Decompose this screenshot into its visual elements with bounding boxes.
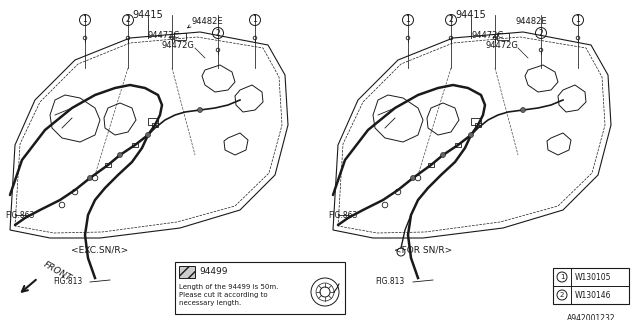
Text: 1: 1 bbox=[560, 274, 564, 280]
Text: 2: 2 bbox=[560, 292, 564, 298]
Circle shape bbox=[410, 175, 415, 180]
Circle shape bbox=[88, 175, 93, 180]
Text: FIG.863: FIG.863 bbox=[5, 211, 35, 220]
Bar bbox=[174, 33, 186, 39]
Circle shape bbox=[520, 108, 525, 113]
Bar bbox=[179, 266, 195, 278]
Text: Length of the 94499 is 50m.: Length of the 94499 is 50m. bbox=[179, 284, 278, 290]
Text: 1: 1 bbox=[406, 15, 410, 25]
Text: 94472C: 94472C bbox=[471, 30, 503, 39]
Text: FIG.813: FIG.813 bbox=[376, 277, 405, 286]
Circle shape bbox=[440, 153, 445, 157]
Text: 94472C: 94472C bbox=[148, 30, 180, 39]
Text: <EXC.SN/R>: <EXC.SN/R> bbox=[72, 245, 129, 254]
Text: 2: 2 bbox=[125, 15, 131, 25]
Text: FIG.863: FIG.863 bbox=[328, 211, 357, 220]
Text: 94482E: 94482E bbox=[192, 18, 223, 27]
Text: 1: 1 bbox=[83, 15, 88, 25]
Text: Please cut it according to: Please cut it according to bbox=[179, 292, 268, 298]
Circle shape bbox=[468, 132, 474, 138]
Text: 94415: 94415 bbox=[456, 10, 486, 20]
Text: necessary length.: necessary length. bbox=[179, 300, 241, 306]
Circle shape bbox=[118, 153, 122, 157]
Text: 1: 1 bbox=[575, 15, 580, 25]
Bar bbox=[428, 163, 434, 167]
Text: 94482E: 94482E bbox=[515, 18, 547, 27]
Text: A942001232: A942001232 bbox=[566, 314, 615, 320]
Text: 1: 1 bbox=[253, 15, 257, 25]
Circle shape bbox=[198, 108, 202, 113]
Bar bbox=[152, 123, 158, 127]
Text: W130105: W130105 bbox=[575, 273, 611, 282]
Text: 94499: 94499 bbox=[199, 268, 227, 276]
Bar bbox=[497, 33, 509, 39]
Bar bbox=[132, 143, 138, 147]
Bar bbox=[105, 163, 111, 167]
Text: <FOR SN/R>: <FOR SN/R> bbox=[394, 245, 452, 254]
Text: 94472G: 94472G bbox=[162, 42, 195, 51]
Text: FRONT: FRONT bbox=[42, 260, 73, 284]
Text: W130146: W130146 bbox=[575, 291, 611, 300]
Text: 94415: 94415 bbox=[132, 10, 163, 20]
Text: 2: 2 bbox=[449, 15, 453, 25]
Bar bbox=[455, 143, 461, 147]
Text: FIG.813: FIG.813 bbox=[52, 277, 82, 286]
Circle shape bbox=[145, 132, 150, 138]
Text: 2: 2 bbox=[539, 28, 543, 37]
Text: 2: 2 bbox=[216, 28, 220, 37]
Bar bbox=[471, 118, 481, 125]
Text: 94472G: 94472G bbox=[485, 42, 518, 51]
Bar bbox=[175, 262, 345, 314]
Bar bbox=[148, 118, 158, 125]
Bar bbox=[475, 123, 481, 127]
Bar bbox=[553, 268, 629, 304]
